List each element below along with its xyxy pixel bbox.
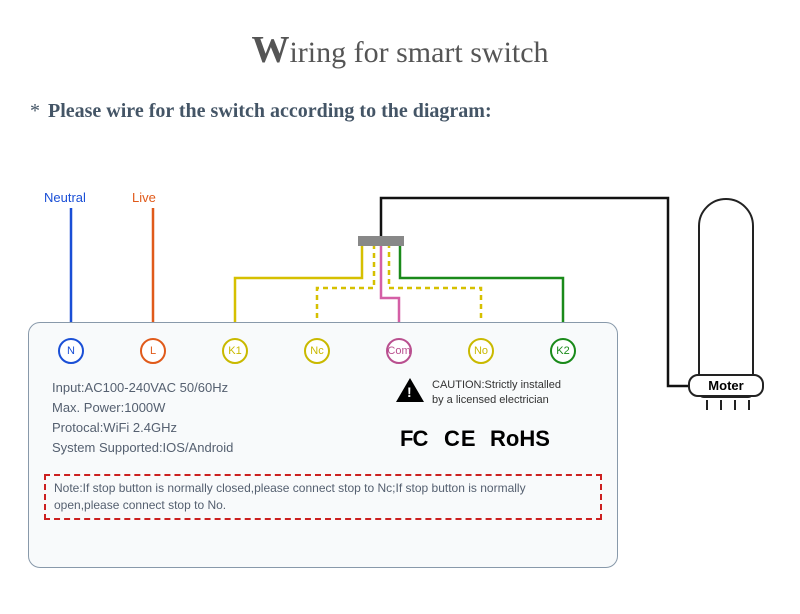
motor-foot-4	[748, 400, 750, 410]
cert-ce: CE	[444, 426, 477, 452]
terminal-n: N	[58, 338, 84, 364]
title-rest: iring for smart switch	[289, 36, 548, 69]
spec-system: System Supported:IOS/Android	[52, 438, 233, 458]
terminal-com: Com	[386, 338, 412, 364]
title-capital: W	[251, 29, 289, 71]
terminal-no: No	[468, 338, 494, 364]
motor-foot-2	[720, 400, 722, 410]
caution-text: CAUTION:Strictly installed by a licensed…	[432, 378, 561, 409]
terminal-nc: Nc	[304, 338, 330, 364]
motor-body	[698, 198, 754, 398]
terminal-l: L	[140, 338, 166, 364]
terminal-k2: K2	[550, 338, 576, 364]
motor-foot-3	[734, 400, 736, 410]
warning-triangle-icon	[396, 378, 424, 402]
spec-block: Input:AC100-240VAC 50/60Hz Max. Power:10…	[52, 378, 233, 459]
motor-foot-1	[706, 400, 708, 410]
terminal-k1: K1	[222, 338, 248, 364]
spec-power: Max. Power:1000W	[52, 398, 233, 418]
junction-block	[358, 236, 404, 246]
asterisk-icon: *	[30, 100, 40, 122]
spec-protocol: Protocal:WiFi 2.4GHz	[52, 418, 233, 438]
wiring-diagram: Neutral Live NLK1NcComNoK2 Input:AC100-2…	[0, 168, 800, 608]
note-text: Note:If stop button is normally closed,p…	[54, 481, 526, 512]
cert-rohs: RoHS	[490, 426, 550, 452]
spec-input: Input:AC100-240VAC 50/60Hz	[52, 378, 233, 398]
subtitle-text: Please wire for the switch according to …	[48, 100, 492, 122]
subtitle: * Please wire for the switch according to…	[30, 100, 800, 123]
cert-fc: FC	[400, 426, 427, 452]
page-title: Wiring for smart switch	[0, 28, 800, 72]
motor-label: Moter	[688, 374, 764, 397]
note-box: Note:If stop button is normally closed,p…	[44, 474, 602, 520]
